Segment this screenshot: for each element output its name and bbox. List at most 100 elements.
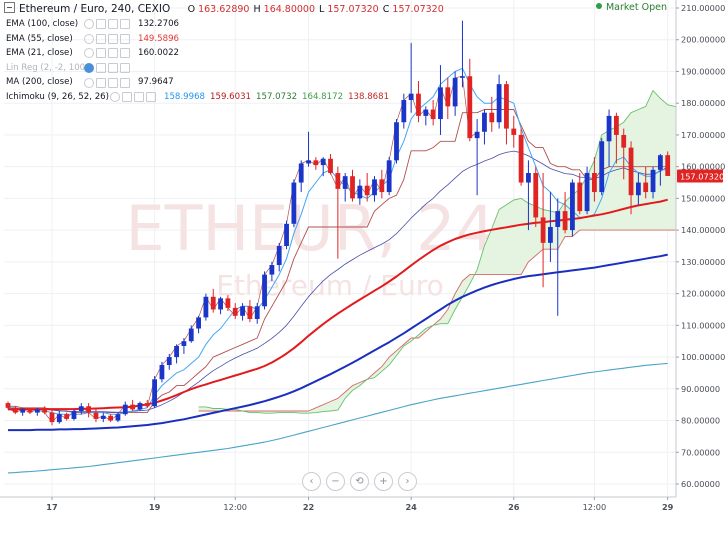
candle-body: [452, 77, 458, 107]
candle-body: [570, 182, 575, 231]
indicator-row[interactable]: Ichimoku (9, 26, 52, 26) 158.9968 159.6031…: [6, 90, 394, 105]
settings-icon[interactable]: [96, 77, 106, 88]
more-icon[interactable]: [146, 92, 156, 103]
price-tick-label: 150.00000: [681, 193, 725, 203]
ohlc-value: 163.62890: [195, 4, 250, 15]
indicator-row[interactable]: Lin Reg (2, -2, 100, close): [6, 61, 394, 76]
indicator-row[interactable]: MA (200, close) 97.9647: [6, 75, 394, 90]
candle-body: [42, 409, 48, 413]
candle: [599, 138, 605, 196]
candle-body: [306, 160, 311, 164]
indicator-name[interactable]: EMA (55, close): [6, 33, 73, 44]
time-tick-label: 24: [405, 502, 417, 512]
close-icon[interactable]: [108, 19, 118, 30]
candle: [555, 198, 561, 316]
time-tick-label: 26: [508, 502, 520, 512]
close-icon[interactable]: [134, 92, 144, 103]
candle: [394, 119, 399, 164]
market-open-dot-icon: [595, 3, 602, 9]
more-icon[interactable]: [120, 63, 130, 74]
candle: [5, 401, 11, 410]
settings-icon[interactable]: [122, 92, 132, 103]
collapse-icon[interactable]: [4, 2, 15, 13]
close-icon[interactable]: [108, 48, 118, 59]
candle: [511, 115, 517, 148]
last-price-badge: 157.07320: [677, 169, 724, 183]
candle-body: [526, 173, 531, 183]
candle: [401, 93, 407, 129]
candle: [100, 412, 106, 423]
eye-icon[interactable]: [84, 33, 94, 44]
eye-icon[interactable]: [84, 63, 94, 74]
scroll-left-icon[interactable]: ‹: [302, 472, 321, 491]
indicator-row[interactable]: EMA (55, close) 149.5896: [6, 32, 394, 47]
candle: [540, 173, 546, 288]
eye-icon[interactable]: [84, 19, 94, 30]
symbol-title[interactable]: Ethereum / Euro, 240, CEXIO: [19, 3, 171, 15]
indicator-row[interactable]: EMA (100, close) 132.2706: [6, 17, 394, 32]
candle-body: [181, 341, 187, 346]
candle: [372, 176, 377, 202]
candlesticks: [5, 20, 671, 426]
candle-body: [474, 131, 480, 139]
close-icon[interactable]: [108, 33, 118, 44]
price-badge-box: [677, 169, 723, 183]
close-icon[interactable]: [108, 77, 118, 88]
more-icon[interactable]: [120, 19, 130, 30]
candle-body: [247, 306, 253, 319]
candle-body: [357, 185, 363, 199]
candle: [423, 106, 429, 126]
candle-body: [599, 141, 605, 193]
candle: [71, 409, 77, 421]
indicator-name[interactable]: EMA (21, close): [6, 48, 73, 59]
candle-body: [657, 155, 663, 170]
candle-body: [298, 163, 304, 183]
candle-body: [423, 109, 429, 116]
candle-body: [592, 173, 597, 193]
reset-icon[interactable]: ⟲: [350, 472, 369, 491]
indicator-name[interactable]: Ichimoku (9, 26, 52, 26): [6, 91, 109, 102]
settings-icon[interactable]: [96, 19, 106, 30]
settings-icon[interactable]: [96, 48, 106, 59]
time-tick-label: 29: [662, 502, 674, 512]
candle-body: [606, 115, 612, 142]
candle: [357, 179, 363, 205]
more-icon[interactable]: [120, 48, 130, 59]
candle: [298, 160, 304, 193]
indicator-value: 159.6031: [210, 91, 252, 102]
indicator-controls: [84, 19, 132, 30]
more-icon[interactable]: [120, 33, 130, 44]
candle-body: [254, 306, 260, 319]
candle: [34, 407, 40, 416]
candle-body: [482, 112, 487, 132]
candle-body: [379, 179, 385, 193]
settings-icon[interactable]: [96, 33, 106, 44]
zoom-out-icon[interactable]: −: [326, 472, 345, 491]
candle-body: [401, 100, 407, 123]
price-tick-label: 90.00000: [681, 384, 720, 394]
indicator-row[interactable]: EMA (21, close) 160.0022: [6, 46, 394, 61]
candle: [240, 303, 245, 321]
indicator-name[interactable]: MA (200, close): [6, 77, 73, 88]
eye-icon[interactable]: [110, 92, 120, 103]
indicator-name[interactable]: Lin Reg (2, -2, 100, close): [6, 62, 84, 73]
price-axis: 60.00000 70.00000 80.00000 90.00000 100.0000…: [675, 0, 725, 543]
price-tick-label: 190.00000: [681, 66, 725, 76]
candle: [379, 169, 385, 199]
time-tick-label: 22: [303, 502, 314, 512]
eye-icon[interactable]: [84, 48, 94, 59]
zoom-in-icon[interactable]: +: [374, 472, 393, 491]
scroll-right-icon[interactable]: ›: [398, 472, 417, 491]
candle: [452, 71, 458, 116]
eye-icon[interactable]: [84, 77, 94, 88]
candle: [313, 157, 319, 170]
candle-body: [27, 409, 33, 413]
indicator-name[interactable]: EMA (100, close): [6, 19, 79, 29]
candle: [181, 338, 187, 354]
close-icon[interactable]: [108, 63, 118, 74]
candle-body: [49, 412, 55, 423]
settings-icon[interactable]: [96, 63, 106, 74]
candle: [335, 166, 341, 259]
more-icon[interactable]: [120, 77, 130, 88]
